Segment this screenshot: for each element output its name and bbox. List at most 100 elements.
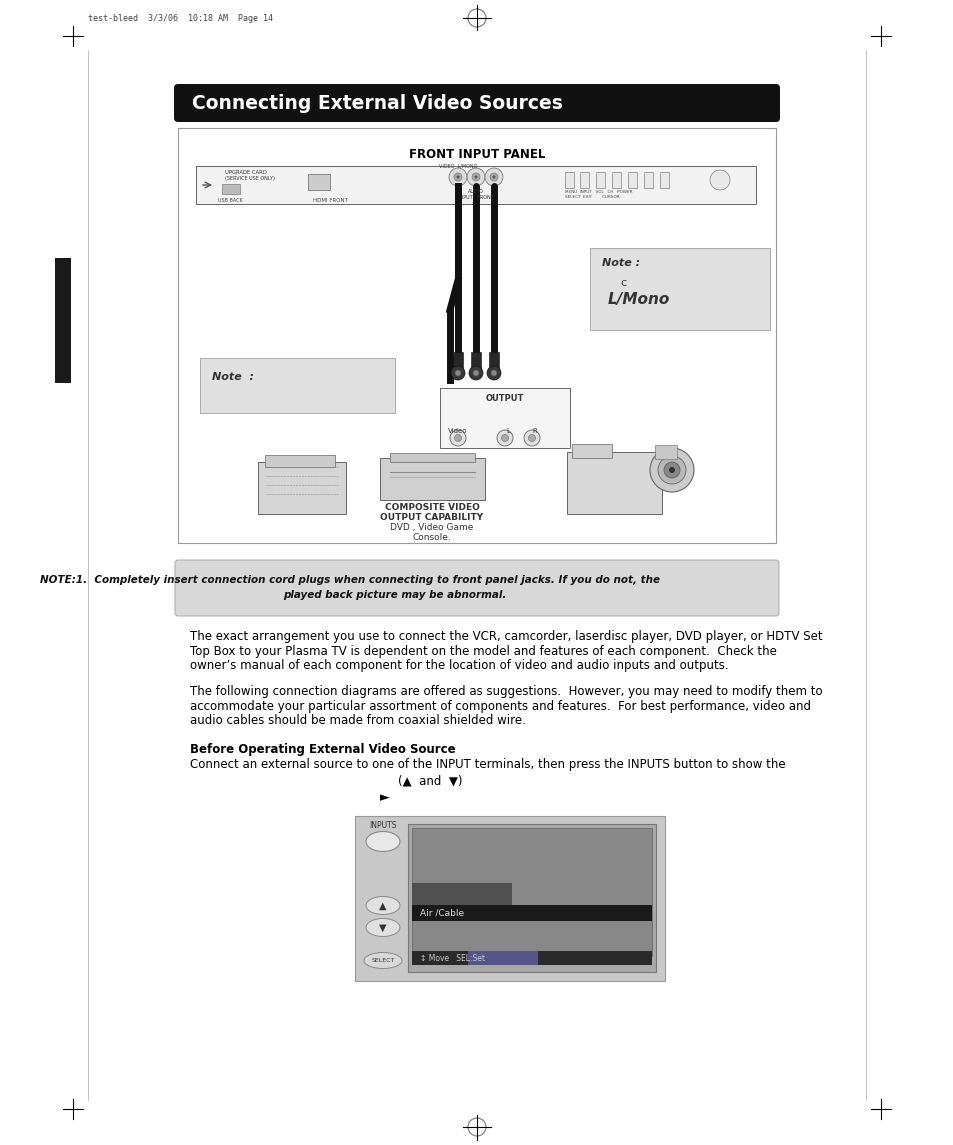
Text: HDMI FRONT: HDMI FRONT	[313, 198, 347, 203]
Circle shape	[486, 366, 500, 380]
Text: NOTE:1.  Completely insert connection cord plugs when connecting to front panel : NOTE:1. Completely insert connection cor…	[40, 575, 659, 585]
Text: Top Box to your Plasma TV is dependent on the model and features of each compone: Top Box to your Plasma TV is dependent o…	[190, 645, 776, 657]
Bar	[453, 352, 462, 370]
Circle shape	[663, 461, 679, 477]
Text: Console.: Console.	[413, 534, 451, 542]
Bar	[627, 172, 637, 188]
Text: DVD , Video Game: DVD , Video Game	[390, 523, 474, 532]
Circle shape	[467, 168, 484, 185]
Text: ►: ►	[380, 791, 390, 804]
Bar	[579, 172, 588, 188]
Bar	[412, 951, 651, 965]
Text: c: c	[619, 278, 625, 289]
Text: USB BACK: USB BACK	[217, 198, 242, 203]
Text: R: R	[532, 428, 537, 434]
Text: The following connection diagrams are offered as suggestions.  However, you may : The following connection diagrams are of…	[190, 686, 821, 698]
Bar	[390, 453, 475, 461]
Circle shape	[491, 370, 497, 376]
Bar	[308, 174, 330, 190]
Circle shape	[709, 169, 729, 190]
Text: ↕ Move   SEL:Set: ↕ Move SEL:Set	[419, 954, 484, 963]
Ellipse shape	[366, 831, 399, 852]
Bar	[412, 906, 651, 922]
Text: Before Operating External Video Source: Before Operating External Video Source	[190, 743, 456, 756]
Text: L/Mono: L/Mono	[607, 292, 670, 307]
Circle shape	[450, 431, 465, 447]
Bar	[412, 828, 651, 955]
Bar	[643, 172, 652, 188]
Bar	[471, 352, 480, 370]
Text: SELECT: SELECT	[371, 958, 395, 963]
Circle shape	[474, 175, 477, 179]
Circle shape	[668, 467, 675, 473]
Text: VIDEO  L/MONO: VIDEO L/MONO	[438, 163, 476, 168]
Text: Connect an external source to one of the INPUT terminals, then press the INPUTS : Connect an external source to one of the…	[190, 758, 785, 771]
Text: COMPOSITE VIDEO: COMPOSITE VIDEO	[384, 503, 479, 512]
Text: (▲  and  ▼): (▲ and ▼)	[397, 774, 462, 788]
Bar	[612, 172, 620, 188]
Bar	[572, 444, 612, 458]
Bar	[468, 951, 537, 965]
Ellipse shape	[366, 918, 399, 937]
Bar	[412, 884, 512, 911]
Bar	[355, 815, 664, 980]
Bar	[489, 352, 498, 370]
Circle shape	[484, 168, 502, 185]
Bar	[596, 172, 604, 188]
FancyBboxPatch shape	[174, 560, 779, 616]
Bar	[222, 184, 240, 194]
Text: Note :: Note :	[601, 258, 639, 268]
Circle shape	[490, 173, 497, 181]
Circle shape	[449, 168, 467, 185]
Ellipse shape	[364, 953, 401, 969]
Text: The exact arrangement you use to connect the VCR, camcorder, laserdisc player, D: The exact arrangement you use to connect…	[190, 630, 821, 643]
Bar	[566, 452, 661, 514]
Circle shape	[497, 431, 513, 447]
Text: audio cables should be made from coaxial shielded wire.: audio cables should be made from coaxial…	[190, 714, 525, 727]
Text: SELECT  EXIT        CURSOR: SELECT EXIT CURSOR	[564, 195, 619, 199]
Circle shape	[451, 366, 464, 380]
Circle shape	[454, 173, 461, 181]
FancyBboxPatch shape	[589, 248, 769, 330]
Text: AUDIO: AUDIO	[468, 189, 483, 194]
Text: OUTPUT: OUTPUT	[485, 394, 523, 403]
Text: MENU  INPUT   VOL   CH   POWER: MENU INPUT VOL CH POWER	[564, 190, 632, 194]
Text: L: L	[505, 428, 510, 434]
Circle shape	[469, 366, 482, 380]
Bar	[408, 823, 656, 971]
Text: accommodate your particular assortment of components and features.  For best per: accommodate your particular assortment o…	[190, 700, 810, 713]
Bar	[55, 258, 71, 382]
Text: played back picture may be abnormal.: played back picture may be abnormal.	[283, 590, 506, 600]
Text: OUTPUT CAPABILITY: OUTPUT CAPABILITY	[380, 513, 483, 522]
Circle shape	[528, 434, 535, 442]
Text: Air /Cable: Air /Cable	[419, 909, 464, 918]
Bar	[655, 445, 677, 459]
Circle shape	[523, 431, 539, 447]
Text: Note  :: Note :	[212, 372, 253, 382]
Bar	[178, 128, 775, 543]
Circle shape	[456, 175, 459, 179]
Ellipse shape	[366, 897, 399, 915]
Text: owner’s manual of each component for the location of video and audio inputs and : owner’s manual of each component for the…	[190, 660, 728, 672]
Text: ▲: ▲	[379, 900, 386, 910]
Circle shape	[454, 434, 461, 442]
Bar	[195, 166, 755, 204]
Bar	[439, 388, 569, 448]
Circle shape	[501, 434, 508, 442]
Text: ▼: ▼	[379, 923, 386, 932]
Text: Video: Video	[448, 428, 467, 434]
Circle shape	[455, 370, 460, 376]
Bar	[564, 172, 574, 188]
Bar	[257, 461, 346, 514]
Text: (SERVICE USE ONLY): (SERVICE USE ONLY)	[225, 176, 274, 181]
Circle shape	[649, 448, 693, 492]
Bar	[265, 455, 335, 467]
FancyBboxPatch shape	[173, 84, 780, 123]
Text: FRONT INPUT PANEL: FRONT INPUT PANEL	[409, 148, 544, 161]
Circle shape	[473, 370, 478, 376]
Text: UPGRADE CARD: UPGRADE CARD	[225, 169, 267, 175]
Circle shape	[658, 456, 685, 484]
Bar	[659, 172, 668, 188]
Bar	[379, 458, 484, 500]
Text: INPUTS: INPUTS	[369, 821, 396, 829]
